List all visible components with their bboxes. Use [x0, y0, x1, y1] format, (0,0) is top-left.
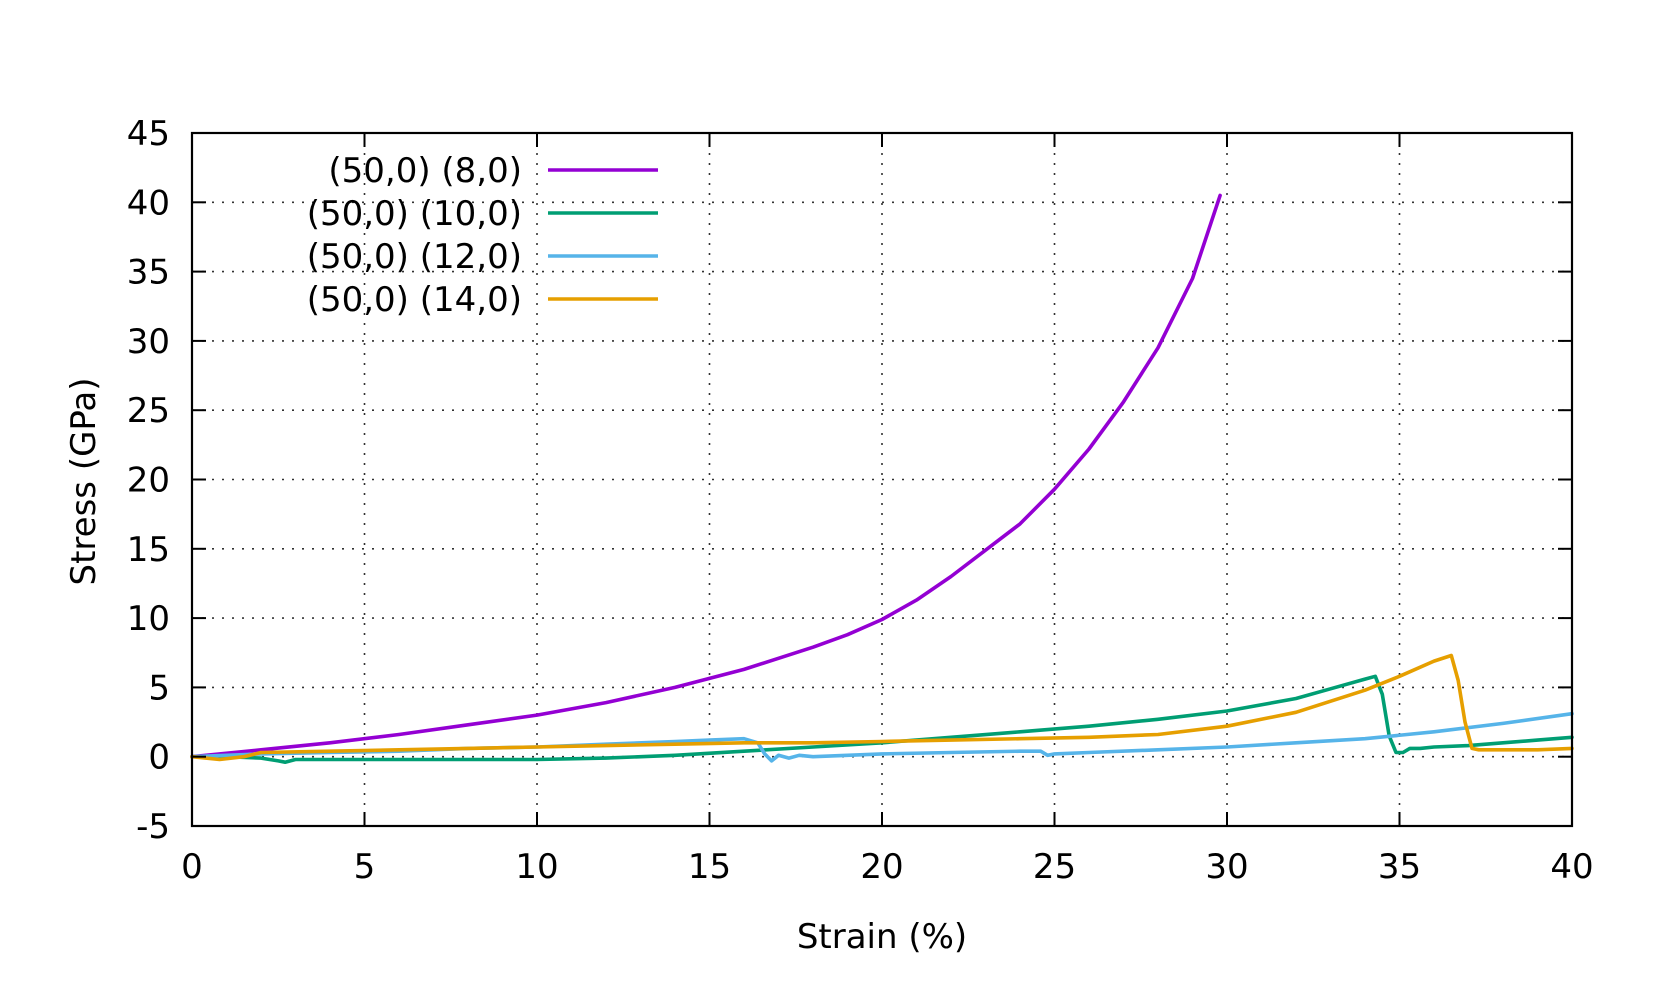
- y-tick-label: 45: [127, 114, 170, 154]
- x-axis-title: Strain (%): [797, 917, 967, 957]
- x-tick-label: 20: [860, 847, 903, 887]
- x-tick-label: 0: [181, 847, 203, 887]
- y-tick-label: 15: [127, 530, 170, 570]
- legend-label-3: (50,0) (12,0): [307, 237, 522, 277]
- y-tick-label: 0: [148, 738, 170, 778]
- y-tick-label: 20: [127, 461, 170, 501]
- x-tick-label: 10: [515, 847, 558, 887]
- legend-label-4: (50,0) (14,0): [307, 280, 522, 320]
- x-tick-label: 15: [688, 847, 731, 887]
- x-tick-label: 40: [1550, 847, 1593, 887]
- legend-label-1: (50,0) (8,0): [328, 151, 522, 191]
- series-line-1: [190, 193, 1222, 759]
- y-tick-label: -5: [136, 807, 170, 847]
- y-tick-label: 25: [127, 391, 170, 431]
- y-tick-label: 10: [127, 599, 170, 639]
- grid: [192, 133, 1572, 826]
- axis-ticks: 0 5 10 15 20 25 30 35 40 -5 0 5 10 15 20 25 30 35 40 45: [127, 114, 1594, 887]
- x-tick-label: 5: [354, 847, 376, 887]
- y-tick-label: 40: [127, 183, 170, 223]
- series-line-4: [190, 653, 1574, 762]
- x-tick-label: 35: [1378, 847, 1421, 887]
- series-line-3: [190, 711, 1574, 763]
- legend-label-2: (50,0) (10,0): [307, 194, 522, 234]
- y-tick-label: 5: [148, 668, 170, 708]
- y-axis-title: Stress (GPa): [64, 378, 104, 586]
- y-tick-label: 35: [127, 253, 170, 293]
- series-line-2: [190, 674, 1574, 765]
- plot-area: [190, 193, 1574, 765]
- legend: (50,0) (8,0)(50,0) (10,0)(50,0) (12,0)(5…: [307, 151, 658, 320]
- x-tick-label: 30: [1205, 847, 1248, 887]
- x-tick-label: 25: [1033, 847, 1076, 887]
- y-tick-label: 30: [127, 322, 170, 362]
